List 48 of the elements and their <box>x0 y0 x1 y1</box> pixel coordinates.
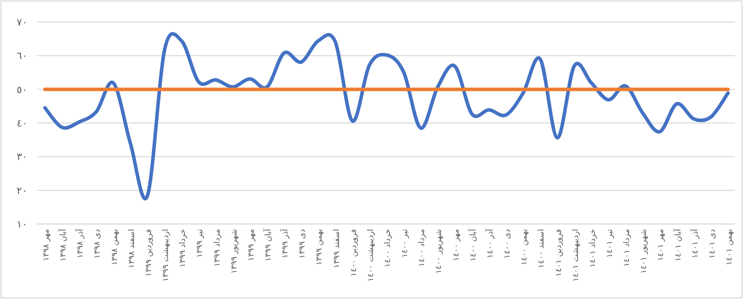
x-tick-label: مرداد ١٣٩٩ <box>212 229 222 267</box>
x-tick-label: فروردین ١٤٠١ <box>554 228 563 277</box>
x-tick-label: آبان ١٤٠١ <box>672 228 682 262</box>
x-tick-label: دی ١٤٠١ <box>707 228 716 259</box>
x-tick-label: مرداد ١٤٠٠ <box>417 229 426 267</box>
x-tick-label: خرداد ١٣٩٩ <box>178 228 188 268</box>
x-tick-label: اسفند ١٣٩٨ <box>126 229 136 268</box>
x-tick-label: اردیبهشت ١٤٠٠ <box>366 229 375 282</box>
x-tick-label: آذر ١٤٠١ <box>689 228 700 258</box>
x-tick-label: خرداد ١٤٠٠ <box>383 228 392 268</box>
x-tick-label: بهمن ١٣٩٩ <box>314 229 324 266</box>
x-tick-label: اردیبهشت ١٤٠١ <box>570 229 580 282</box>
x-tick-label: آبان ١٤٠٠ <box>467 228 478 262</box>
x-tick-label: فروردین ١٤٠٠ <box>348 228 358 277</box>
x-tick-label: آبان ١٣٩٩ <box>262 228 272 262</box>
y-tick-label: ٧٠ <box>16 18 28 28</box>
x-tick-label: تیر ١٣٩٩ <box>195 229 204 258</box>
x-tick-label: دی ١٣٩٩ <box>298 228 307 259</box>
x-tick-label: مهر ١٣٩٩ <box>246 229 256 262</box>
x-tick-label: آذر ١٣٩٨ <box>74 228 85 258</box>
y-tick-label: ٢٠ <box>16 186 28 197</box>
y-tick-label: ٦٠ <box>16 51 28 62</box>
x-tick-label: شهریور ١٣٩٩ <box>229 228 238 274</box>
x-tick-label: مهر ١٤٠١ <box>656 229 666 262</box>
y-tick-label: ١٠ <box>16 220 28 230</box>
x-tick-label: بهمن ١٤٠٠ <box>520 229 529 266</box>
x-tick-label: مهر ١٤٠٠ <box>451 229 460 262</box>
x-tick-label: اردیبهشت ١٣٩٩ <box>161 229 170 282</box>
x-tick-label: تیر ١٤٠١ <box>604 229 614 258</box>
x-tick-label: دی ١٣٩٨ <box>92 228 102 259</box>
x-tick-label: اسفند ١٤٠٠ <box>536 229 546 268</box>
x-tick-label: شهریور ١٤٠٠ <box>434 228 444 274</box>
x-tick-label: دی ١٤٠٠ <box>502 228 512 259</box>
x-tick-label: شهریور ١٤٠١ <box>639 228 648 274</box>
x-tick-label: بهمن ١٣٩٨ <box>110 229 119 266</box>
x-tick-label: مرداد ١٤٠١ <box>622 229 632 267</box>
x-tick-label: اسفند ١٣٩٩ <box>332 229 341 268</box>
x-tick-label: فروردین ١٣٩٩ <box>144 228 153 277</box>
y-tick-label: ٥٠ <box>16 84 28 96</box>
x-tick-label: آذر ١٣٩٩ <box>280 228 290 258</box>
x-tick-label: آبان ١٣٩٨ <box>58 228 68 262</box>
x-tick-label: مهر ١٣٩٨ <box>42 229 50 262</box>
y-tick-label: ٣٠ <box>16 152 28 164</box>
y-tick-label: ٤٠ <box>16 118 28 130</box>
x-tick-label: تیر ١٤٠٠ <box>400 229 410 258</box>
x-tick-label: آذر ١٤٠٠ <box>484 228 494 258</box>
x-tick-label: خرداد ١٤٠١ <box>588 228 597 268</box>
x-tick-label: بهمن ١٤٠١ <box>724 229 734 266</box>
